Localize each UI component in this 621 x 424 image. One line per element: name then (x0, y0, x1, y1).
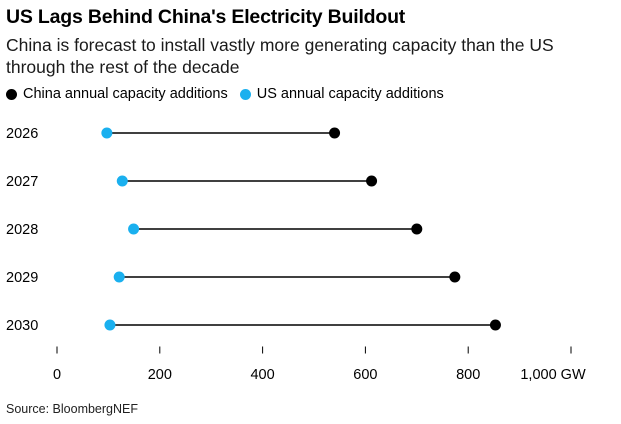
y-tick-label: 2027 (6, 174, 38, 190)
legend-label-china: China annual capacity additions (23, 86, 228, 102)
x-axis: 0 200 400 600 800 1,000 GW (53, 346, 586, 383)
legend-label-us: US annual capacity additions (256, 86, 444, 102)
china-point (366, 175, 378, 187)
legend: China annual capacity additions US annua… (6, 86, 456, 102)
us-point (104, 319, 116, 331)
us-point (116, 175, 128, 187)
china-point (449, 271, 461, 283)
legend-item-china: China annual capacity additions (6, 86, 228, 102)
chart-title: US Lags Behind China's Electricity Build… (6, 6, 406, 28)
us-point (113, 271, 125, 283)
x-tick-label: 200 (148, 367, 172, 383)
china-point (489, 319, 501, 331)
y-tick-label: 2028 (6, 222, 38, 238)
x-tick-label: 800 (456, 367, 480, 383)
legend-item-us: US annual capacity additions (239, 86, 444, 102)
y-tick-label: 2030 (6, 318, 38, 334)
china-point (329, 127, 341, 139)
us-point (101, 127, 113, 139)
x-tick-label: 400 (250, 367, 274, 383)
legend-swatch-china (6, 88, 17, 100)
y-tick-label: 2026 (6, 126, 38, 142)
x-tick-label: 1,000 GW (520, 367, 586, 383)
us-point (128, 223, 140, 235)
chart-subtitle: China is forecast to install vastly more… (6, 35, 554, 77)
y-tick-label: 2029 (6, 270, 38, 286)
x-tick-label: 600 (353, 367, 377, 383)
chart-rows: 2026 2027 2028 2029 2030 (6, 126, 501, 334)
legend-swatch-us (239, 88, 251, 100)
source-note: Source: BloombergNEF (6, 402, 139, 416)
x-tick-label: 0 (53, 367, 61, 383)
china-point (411, 223, 423, 235)
